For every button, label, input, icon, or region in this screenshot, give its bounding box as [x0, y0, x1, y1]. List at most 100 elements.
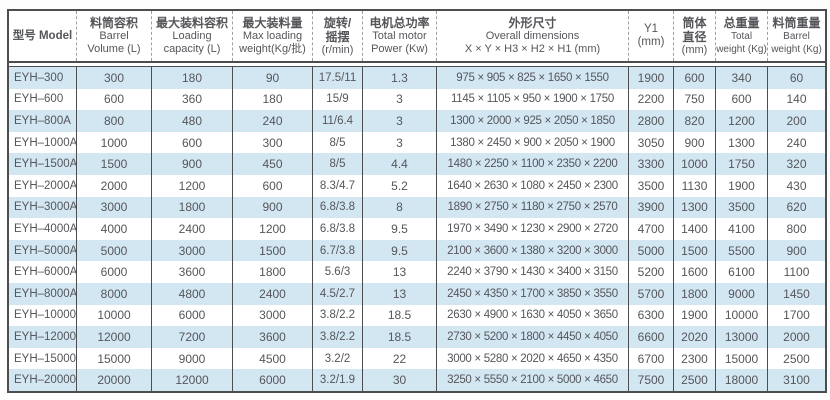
header-loading-capacity: 最大装料容积 Loading capacity (L)	[152, 11, 233, 61]
value-cell: 4000	[77, 218, 152, 240]
model-cell: EYH–8000A	[9, 282, 77, 305]
value-cell: 4.4	[363, 153, 437, 175]
value-cell: 900	[152, 153, 233, 175]
value-cell: 2300	[674, 347, 716, 370]
value-cell: 3.8/2.2	[313, 304, 363, 327]
value-cell: 140	[786, 92, 807, 107]
value-cell: 360	[152, 88, 233, 111]
value-cell: 5700	[629, 282, 674, 305]
table-row: EYH–15000A 15000 9000 4500 3.2/2 22 3000 × 528…	[9, 347, 825, 370]
header-model: 型号 Model	[9, 11, 77, 61]
value-cell: 15000	[77, 347, 152, 370]
value-cell: 18.5	[363, 304, 437, 327]
value-cell: 3900	[629, 196, 674, 219]
value-cell: 8.3/4.7	[313, 174, 363, 197]
value-cell: 1200	[716, 110, 768, 132]
value-cell: 180	[152, 67, 233, 89]
value-cell: 13000	[716, 326, 768, 348]
header-drum-diameter: 筒体 直径 (mm)	[674, 11, 716, 61]
value-cell: 1400	[674, 218, 716, 240]
value-cell: 5000	[629, 239, 674, 262]
value-cell: 5000	[77, 239, 152, 262]
value-cell: 10000	[77, 304, 152, 327]
value-cell: 4100	[716, 218, 768, 240]
value-cell: 600	[233, 174, 313, 197]
value-cell: 3000	[77, 196, 152, 219]
value-cell: 2400	[152, 218, 233, 240]
value-cell: 6000	[152, 304, 233, 327]
value-cell: 18.5	[363, 326, 437, 348]
product-spec-table: 型号 Model 料筒容积 Barrel Volume (L) 最大装料容积 L…	[7, 9, 827, 393]
value-cell: 2500	[783, 351, 810, 366]
value-cell: 6100	[716, 261, 768, 283]
value-cell: 180	[233, 88, 313, 111]
value-cell: 30	[363, 369, 437, 391]
value-cell: 12000	[77, 326, 152, 348]
value-cell: 8/5	[313, 131, 363, 154]
model-cell: EYH–600	[9, 88, 77, 111]
value-cell: 1500	[233, 239, 313, 262]
value-cell: 1700	[783, 308, 810, 323]
value-cell: 12000	[152, 369, 233, 391]
model-cell: EYH–800A	[9, 110, 77, 132]
value-cell: 3500	[716, 196, 768, 219]
value-cell: 3600	[152, 261, 233, 283]
table-row: EYH–300 300 180 90 17.5/11 1.3 975 × 905 × 825…	[9, 67, 825, 89]
header-motor-power: 电机总功率 Total motor Power (Kw)	[363, 11, 437, 61]
value-cell: 6600	[629, 326, 674, 348]
value-cell: 15/9	[313, 88, 363, 111]
value-cell: 1000	[77, 131, 152, 154]
value-cell: 2800	[629, 110, 674, 132]
value-cell: 1800	[152, 196, 233, 219]
value-cell: 3.2/1.9	[313, 369, 363, 391]
value-cell: 60	[789, 70, 804, 85]
table-row: EYH–8000A 8000 4800 2400 4.5/2.7 13 2450 × 435…	[9, 282, 825, 305]
table-row: EYH–20000A 20000 12000 6000 3.2/1.9 30 3250 × …	[9, 369, 825, 391]
value-cell: 3	[363, 131, 437, 154]
value-cell: 5.6/3	[313, 261, 363, 283]
value-cell: 430	[786, 178, 807, 193]
table-row: EYH–10000A 10000 6000 3000 3.8/2.2 18.5 2630 ×…	[9, 304, 825, 327]
value-cell: 300	[77, 67, 152, 89]
value-cell: 1900	[716, 174, 768, 197]
value-cell: 5.2	[363, 174, 437, 197]
table-row: EYH–1500A 1500 900 450 8/5 4.4 1480 × 2250 × 1…	[9, 153, 825, 175]
model-cell: EYH–1000A	[9, 131, 77, 154]
value-cell: 480	[152, 110, 233, 132]
value-cell: 600	[674, 67, 716, 89]
value-cell: 6700	[629, 347, 674, 370]
model-cell: EYH–3000A	[9, 196, 77, 219]
value-cell: 620	[786, 200, 807, 215]
value-cell: 1800	[233, 261, 313, 283]
value-cell: 320	[786, 157, 807, 172]
value-cell: 13	[363, 282, 437, 305]
value-cell: 13	[363, 261, 437, 283]
value-cell: 20000	[77, 369, 152, 391]
value-cell: 1900	[674, 304, 716, 327]
value-cell: 15000	[716, 347, 768, 370]
model-cell: EYH–300	[9, 67, 77, 89]
value-cell: 2500	[674, 369, 716, 391]
value-cell: 1500	[77, 153, 152, 175]
value-cell: 3500	[629, 174, 674, 197]
table-header-row: 型号 Model 料筒容积 Barrel Volume (L) 最大装料容积 L…	[9, 11, 825, 63]
table-row: EYH–1000A 1000 600 300 8/5 3 1380 × 2450 × 900…	[9, 131, 825, 154]
value-cell: 900	[674, 131, 716, 154]
value-cell: 7200	[152, 326, 233, 348]
value-cell: 3100	[783, 373, 810, 388]
value-cell: 1100	[783, 265, 810, 280]
value-cell: 1750	[716, 153, 768, 175]
value-cell: 900	[233, 196, 313, 219]
header-body-divider	[9, 63, 825, 66]
table-row: EYH–2000A 2000 1200 600 8.3/4.7 5.2 1640 × 263…	[9, 174, 825, 197]
value-cell: 240	[233, 110, 313, 132]
value-cell: 9.5	[363, 218, 437, 240]
value-cell: 600	[77, 88, 152, 111]
value-cell: 2730 × 5200 × 1800 × 4450 × 4050	[437, 326, 629, 348]
header-barrel-weight: 料筒重量 Barrel weight (Kg)	[771, 16, 822, 55]
table-body: EYH–300 300 180 90 17.5/11 1.3 975 × 905 × 825…	[9, 66, 825, 391]
value-cell: 3250 × 5550 × 2100 × 5000 × 4650	[437, 369, 629, 391]
value-cell: 2000	[77, 174, 152, 197]
header-barrel-volume: 料筒容积 Barrel Volume (L)	[77, 11, 152, 61]
model-cell: EYH–2000A	[9, 174, 77, 197]
